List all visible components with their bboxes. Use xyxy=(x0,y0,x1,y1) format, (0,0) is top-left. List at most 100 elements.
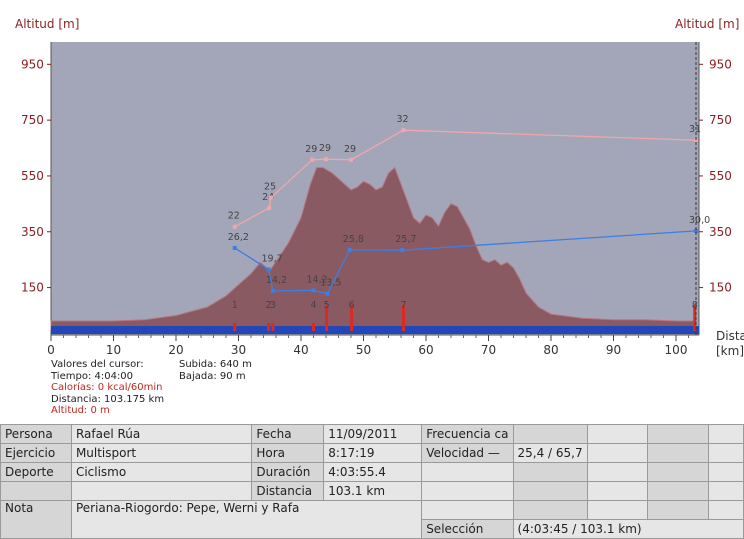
heart-rate-point[interactable] xyxy=(269,195,273,200)
deporte-value[interactable]: Ciclismo xyxy=(70,462,253,482)
x-tick-label: 60 xyxy=(418,343,433,357)
heart-rate-point-label: 25 xyxy=(264,182,276,193)
speed-point-label: 19,7 xyxy=(262,253,283,264)
speed-point[interactable] xyxy=(270,288,275,293)
lap-marker[interactable] xyxy=(271,323,275,331)
table-row: Distancia 103.1 km xyxy=(0,481,744,501)
ejercicio-label: Ejercicio xyxy=(0,443,72,463)
table-row: Deporte Ciclismo Duración 4:03:55.4 xyxy=(0,462,744,482)
frecuencia-label: Frecuencia ca xyxy=(421,424,514,444)
x-tick-label: 30 xyxy=(231,343,246,357)
fecha-label: Fecha xyxy=(251,424,325,444)
x-tick-label: 100 xyxy=(665,343,688,357)
table-row: Selección (4:03:45 / 103.1 km) xyxy=(1,519,744,539)
fecha-value[interactable]: 11/09/2011 xyxy=(323,424,423,444)
heart-rate-point-label: 29 xyxy=(344,144,356,155)
empty-cell xyxy=(421,481,514,501)
empty-cell xyxy=(586,462,649,482)
hora-value[interactable]: 8:17:19 xyxy=(323,443,423,463)
right-y-tick-label: 550 xyxy=(709,169,732,183)
ejercicio-value[interactable]: Multisport xyxy=(70,443,253,463)
left-y-tick-label: 150 xyxy=(21,281,44,295)
x-tick-label: 20 xyxy=(168,343,183,357)
empty-cell xyxy=(647,424,709,444)
heart-rate-point-label: 32 xyxy=(397,114,409,125)
left-axis-title: Altitud [m] xyxy=(15,17,79,31)
right-axis-title: Altitud [m] xyxy=(675,17,739,31)
heart-rate-point[interactable] xyxy=(310,157,315,162)
speed-point[interactable] xyxy=(266,267,271,272)
heart-rate-point-label: 31 xyxy=(689,124,701,135)
cursor-descent: Bajada: 90 m xyxy=(179,370,246,382)
nota-value[interactable]: Periana-Riogordo: Pepe, Werni y Rafa xyxy=(70,500,423,539)
heart-rate-point[interactable] xyxy=(349,157,353,162)
x-axis-title-line1: Dista xyxy=(716,329,744,343)
cursor-ascent: Subida: 640 m xyxy=(179,359,252,370)
cursor-calories: Calorías: 0 kcal/60min xyxy=(51,382,163,393)
empty-cell xyxy=(0,481,72,501)
lap-marker-label: 5 xyxy=(324,300,330,311)
right-y-tick-label: 950 xyxy=(709,57,732,71)
speed-point-label: 25,7 xyxy=(395,234,416,245)
speed-point[interactable] xyxy=(400,248,405,253)
lap-marker-label: 6 xyxy=(349,300,355,311)
heart-rate-point[interactable] xyxy=(267,206,272,211)
speed-point-label: 30,0 xyxy=(689,215,710,226)
empty-cell xyxy=(512,462,588,482)
heart-rate-point[interactable] xyxy=(232,224,237,229)
speed-point-label: 13,5 xyxy=(320,278,341,289)
empty-cell xyxy=(586,424,649,444)
table-row: Ejercicio Multisport Hora 8:17:19 Veloci… xyxy=(0,443,744,463)
left-y-tick-label: 750 xyxy=(21,113,44,127)
heart-rate-point[interactable] xyxy=(694,138,698,143)
lap-marker[interactable] xyxy=(693,305,697,331)
speed-point[interactable] xyxy=(694,228,698,233)
lap-marker[interactable] xyxy=(350,305,354,331)
heart-rate-point[interactable] xyxy=(401,128,406,133)
speed-point[interactable] xyxy=(347,247,352,252)
x-tick-label: 70 xyxy=(481,343,496,357)
lap-marker[interactable] xyxy=(325,305,329,331)
lap-marker[interactable] xyxy=(233,323,237,331)
empty-cell xyxy=(647,443,709,463)
duracion-label: Duración xyxy=(251,462,325,482)
lap-marker[interactable] xyxy=(402,305,405,331)
lap-marker[interactable] xyxy=(267,323,270,331)
right-y-tick-label: 750 xyxy=(709,113,732,127)
lap-marker-label: 1 xyxy=(232,300,238,311)
cursor-altitude: Altitud: 0 m xyxy=(51,405,110,416)
speed-point[interactable] xyxy=(325,291,330,296)
speed-point-label: 14,2 xyxy=(266,275,287,286)
elevation-area xyxy=(50,166,697,330)
empty-cell xyxy=(707,462,744,482)
session-summary-table: Persona Rafael Rúa Fecha 11/09/2011 Frec… xyxy=(0,424,744,539)
deporte-label: Deporte xyxy=(0,462,72,482)
persona-value[interactable]: Rafael Rúa xyxy=(70,424,253,444)
speed-point[interactable] xyxy=(311,288,316,293)
duracion-value[interactable]: 4:03:55.4 xyxy=(323,462,423,482)
right-y-tick-label: 350 xyxy=(709,225,732,239)
distancia-value[interactable]: 103.1 km xyxy=(323,481,423,501)
lap-marker-label: 8 xyxy=(692,300,698,311)
x-tick-label: 10 xyxy=(106,343,121,357)
left-y-tick-label: 350 xyxy=(21,225,44,239)
empty-cell xyxy=(707,443,744,463)
empty-cell xyxy=(512,424,588,444)
x-tick-label: 50 xyxy=(356,343,371,357)
lap-marker[interactable] xyxy=(312,323,315,331)
left-y-tick-label: 550 xyxy=(21,169,44,183)
heart-rate-point-label: 22 xyxy=(228,211,240,222)
empty-cell xyxy=(586,500,649,520)
velocidad-value: 25,4 / 65,7 xyxy=(512,443,588,463)
persona-label: Persona xyxy=(0,424,72,444)
x-tick-label: 0 xyxy=(47,343,55,357)
heart-rate-point[interactable] xyxy=(324,157,328,162)
lap-marker-label: 3 xyxy=(270,300,276,311)
cursor-time: Tiempo: 4:04:00 xyxy=(51,370,134,382)
x-tick-label: 80 xyxy=(543,343,558,357)
speed-point[interactable] xyxy=(232,245,237,250)
x-tick-label: 90 xyxy=(606,343,621,357)
altitude-chart[interactable]: Altitud [m] Altitud [m] Dista [km] 1 23 4 5… xyxy=(0,0,744,420)
nota-label: Nota xyxy=(0,500,72,539)
table-row: Persona Rafael Rúa Fecha 11/09/2011 Frec… xyxy=(0,424,744,444)
